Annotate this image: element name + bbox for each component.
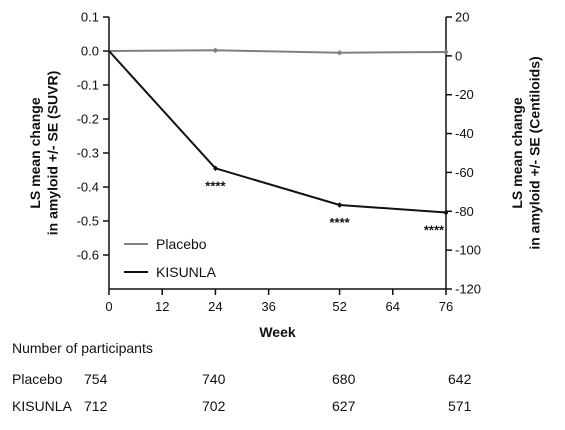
series-layer: [108, 47, 448, 215]
y-tick-label: -0.6: [77, 248, 99, 263]
axis-title-line: in amyloid +/- SE (Centiloids): [527, 56, 543, 249]
x-tick-label: 12: [155, 299, 169, 314]
y2-tick-label: -60: [455, 165, 474, 180]
y-tick-label: -0.4: [77, 180, 99, 195]
significance-annotation: ****: [424, 223, 445, 238]
data-point: [444, 210, 448, 215]
legend-label: Placebo: [156, 236, 207, 252]
y-axis-title-right: LS mean change in amyloid +/- SE (Centilo…: [509, 56, 543, 249]
participants-cell: 680: [332, 371, 356, 387]
data-point: [337, 50, 342, 55]
row-label: KISUNLA: [12, 398, 72, 414]
row-label: Placebo: [12, 371, 63, 387]
participants-cell: 571: [448, 398, 472, 414]
x-tick-label: 64: [386, 299, 400, 314]
chart-axes: 0.1 0.0 -0.1 -0.2 -0.3 -0.4 -0.5 -0.6 20 0 -20 -40 -…: [77, 10, 481, 315]
significance-annotation: ****: [329, 215, 350, 230]
y2-tick-label: -100: [455, 243, 481, 258]
y2-tick-label: 20: [455, 10, 469, 25]
significance-annotation: ****: [205, 178, 226, 193]
series-line-kisunla: [108, 50, 447, 214]
y-tick-label: 0.1: [81, 10, 99, 25]
x-tick-label: 76: [439, 299, 453, 314]
x-tick-label: 24: [208, 299, 222, 314]
data-point: [444, 50, 448, 55]
y-tick-label: 0.0: [81, 44, 99, 59]
axis-title-line: in amyloid +/- SE (SUVR): [45, 71, 61, 236]
data-point: [337, 203, 342, 208]
participants-cell: 642: [448, 371, 472, 387]
data-point: [213, 166, 218, 171]
chart-legend: Placebo KISUNLA: [124, 236, 217, 280]
axis-title-line: LS mean change: [509, 97, 525, 208]
data-point: [213, 48, 218, 53]
y-tick-label: -0.2: [77, 112, 99, 127]
participants-cell: 740: [202, 371, 226, 387]
participants-title: Number of participants: [12, 340, 153, 356]
y-axis-title-left: LS mean change in amyloid +/- SE (SUVR): [27, 71, 61, 236]
y2-tick-label: -120: [455, 282, 481, 297]
participants-cell: 627: [332, 398, 356, 414]
x-axis-title: Week: [259, 324, 296, 340]
x-tick-label: 36: [261, 299, 275, 314]
participants-cell: 712: [84, 398, 108, 414]
y2-tick-label: -80: [455, 204, 474, 219]
x-tick-label: 0: [105, 299, 112, 314]
y2-tick-label: -40: [455, 126, 474, 141]
amyloid-chart: 0.1 0.0 -0.1 -0.2 -0.3 -0.4 -0.5 -0.6 20 0 -20 -40 -…: [27, 10, 543, 341]
legend-label: KISUNLA: [156, 264, 217, 280]
axis-title-line: LS mean change: [27, 97, 43, 208]
participants-cell: 702: [202, 398, 226, 414]
participants-cell: 754: [84, 371, 108, 387]
series-line-placebo: [108, 49, 447, 54]
y-tick-label: -0.1: [77, 78, 99, 93]
y-tick-label: -0.3: [77, 146, 99, 161]
participants-row-placebo: Placebo 754 740 680 642: [12, 371, 552, 391]
y2-tick-label: -20: [455, 87, 474, 102]
participants-row-kisunla: KISUNLA 712 702 627 571: [12, 398, 552, 418]
annotation-layer: **** **** ****: [205, 178, 445, 237]
y-tick-label: -0.5: [77, 214, 99, 229]
y2-tick-label: 0: [455, 48, 462, 63]
x-tick-label: 52: [332, 299, 346, 314]
